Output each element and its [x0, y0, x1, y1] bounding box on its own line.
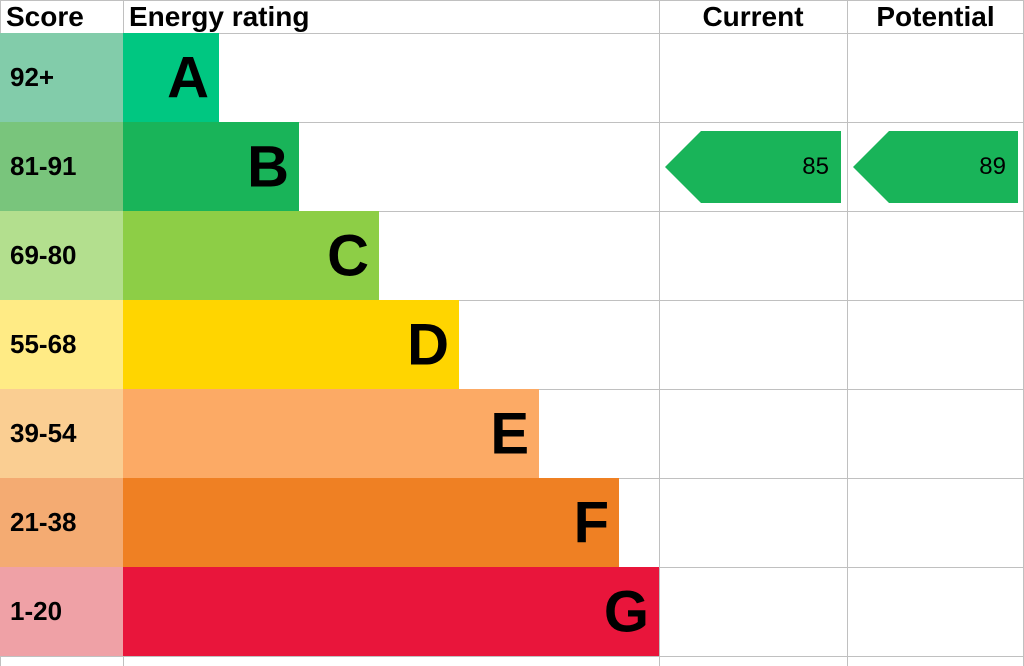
score-range-f: 21-38: [0, 478, 123, 567]
rating-bar-f: F: [123, 478, 619, 567]
rating-bar-g: G: [123, 567, 659, 656]
score-range-e: 39-54: [0, 389, 123, 478]
score-range-g: 1-20: [0, 567, 123, 656]
score-range-b: 81-91: [0, 122, 123, 211]
rating-bar-c: C: [123, 211, 379, 300]
rating-bar-a: A: [123, 33, 219, 122]
header-score: Score: [0, 0, 123, 33]
current-marker: 85: [665, 131, 841, 203]
rating-bar-e: E: [123, 389, 539, 478]
rating-letter-g: G: [604, 578, 649, 645]
grid-hline: [0, 656, 1024, 657]
header-current: Current: [659, 0, 847, 33]
rating-letter-e: E: [490, 400, 529, 467]
rating-letter-a: A: [167, 44, 209, 111]
header-potential: Potential: [847, 0, 1024, 33]
energy-rating-chart: ScoreEnergy ratingCurrentPotential 92+ A 81…: [0, 0, 1024, 666]
current-marker-value: 85: [802, 153, 829, 181]
rating-letter-d: D: [407, 311, 449, 378]
rating-bar-d: D: [123, 300, 459, 389]
rating-letter-f: F: [574, 489, 609, 556]
score-range-a: 92+: [0, 33, 123, 122]
score-range-c: 69-80: [0, 211, 123, 300]
rating-bar-b: B: [123, 122, 299, 211]
header-rating: Energy rating: [123, 0, 659, 33]
rating-letter-b: B: [247, 133, 289, 200]
score-range-d: 55-68: [0, 300, 123, 389]
rating-letter-c: C: [327, 222, 369, 289]
potential-marker: 89: [853, 131, 1018, 203]
potential-marker-value: 89: [979, 153, 1006, 181]
